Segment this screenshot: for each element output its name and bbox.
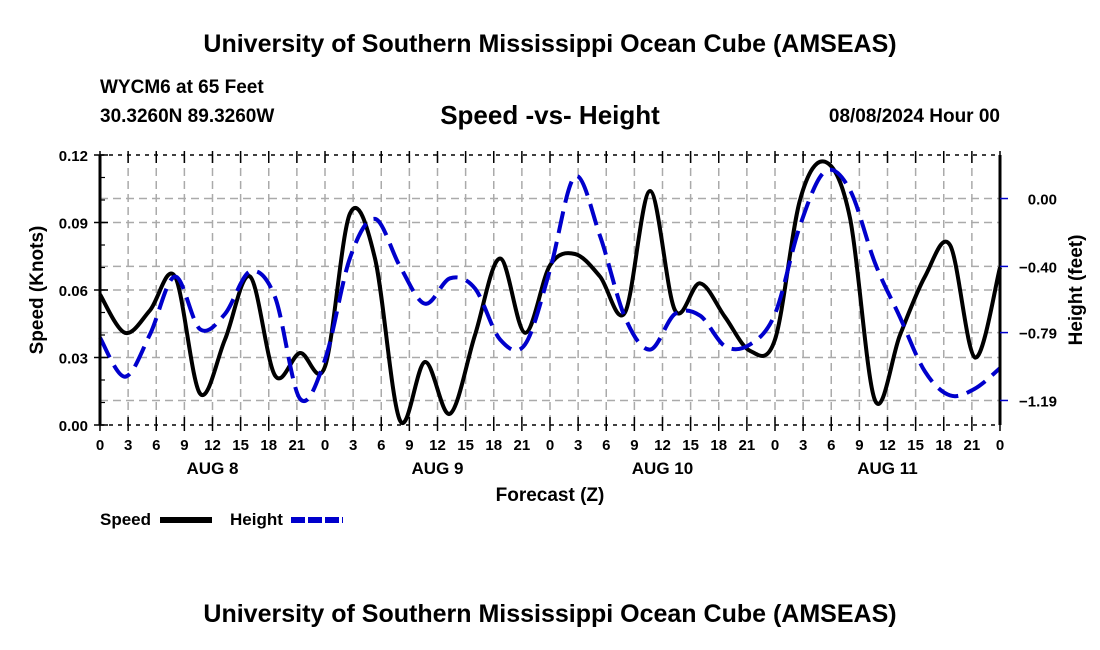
y-tick-label: 0.09	[59, 216, 88, 233]
y2-axis-title: Height (feet)	[1066, 235, 1087, 346]
x-tick-label: 9	[180, 437, 188, 454]
station-label: WYCM6 at 65 Feet	[100, 77, 264, 98]
main-title: University of Southern Mississippi Ocean…	[203, 30, 897, 58]
x-tick-label: 0	[96, 437, 104, 454]
x-tick-label: 12	[204, 437, 221, 454]
x-tick-label: 21	[739, 437, 756, 454]
x-tick-label: 12	[429, 437, 446, 454]
coordinates-label: 30.3260N 89.3260W	[100, 106, 275, 127]
x-tick-label: 15	[682, 437, 699, 454]
y-tick-label: 0.06	[59, 283, 88, 300]
axes	[94, 151, 1008, 431]
series-layer	[98, 159, 1002, 426]
y-axis-title: Speed (Knots)	[27, 226, 48, 355]
legend-height-label: Height	[230, 510, 283, 529]
day-label: AUG 11	[857, 459, 917, 478]
x-tick-label: 12	[879, 437, 896, 454]
footer-title: University of Southern Mississippi Ocean…	[203, 600, 897, 628]
x-tick-label: 6	[152, 437, 160, 454]
x-tick-label: 9	[630, 437, 638, 454]
day-label: AUG 8	[187, 459, 239, 478]
x-tick-label: 18	[485, 437, 502, 454]
x-tick-label: 0	[321, 437, 329, 454]
x-tick-label: 21	[289, 437, 306, 454]
x-axis-title: Forecast (Z)	[496, 485, 605, 506]
x-tick-label: 9	[405, 437, 413, 454]
y2-tick-label: 0.00	[1028, 192, 1057, 209]
x-tick-label: 0	[546, 437, 554, 454]
y2-tick-label: −1.19	[1019, 393, 1057, 410]
speed-series-line	[98, 159, 1002, 426]
x-tick-label: 6	[602, 437, 610, 454]
x-tick-label: 18	[710, 437, 727, 454]
forecast-datetime: 08/08/2024 Hour 00	[828, 106, 1000, 127]
x-tick-label: 0	[996, 437, 1004, 454]
x-tick-label: 18	[260, 437, 277, 454]
y2-tick-label: −0.79	[1019, 326, 1057, 343]
y-tick-label: 0.03	[59, 351, 88, 368]
x-tick-label: 21	[964, 437, 981, 454]
axis-labels: 0 3 6 9 12 15 18 21 0 3 6 9 12 15 18 21 0 3 6 9 12 15 18 21 0 3 6 9…	[27, 148, 1087, 523]
y2-tick-label: −0.40	[1019, 259, 1057, 276]
x-tick-label: 15	[907, 437, 924, 454]
y-tick-label: 0.12	[59, 148, 88, 165]
x-tick-label: 21	[514, 437, 531, 454]
x-tick-label: 3	[799, 437, 807, 454]
x-tick-label: 12	[654, 437, 671, 454]
chart-subtitle: Speed -vs- Height	[440, 100, 660, 130]
x-tick-label: 15	[457, 437, 474, 454]
y-tick-label: 0.00	[59, 418, 88, 435]
x-tick-label: 15	[232, 437, 249, 454]
x-tick-label: 0	[771, 437, 779, 454]
day-label: AUG 10	[632, 459, 693, 478]
legend-speed-label: Speed	[100, 510, 152, 529]
x-tick-label: 3	[574, 437, 582, 454]
grid	[100, 155, 1000, 425]
x-tick-label: 9	[855, 437, 863, 454]
day-label: AUG 9	[412, 459, 464, 478]
x-tick-label: 3	[124, 437, 132, 454]
x-tick-label: 6	[377, 437, 385, 454]
x-tick-label: 3	[349, 437, 357, 454]
x-tick-label: 6	[827, 437, 835, 454]
x-tick-label: 18	[935, 437, 952, 454]
